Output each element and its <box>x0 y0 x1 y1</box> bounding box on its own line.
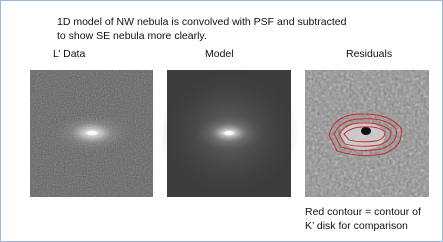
panel-label: Model <box>205 48 234 61</box>
model-image <box>159 68 299 198</box>
note-line: Red contour = contour of <box>305 206 421 219</box>
figure-slide: 1D model of NW nebula is convolved with … <box>0 0 443 242</box>
residuals-image <box>305 70 429 197</box>
note-line: K’ disk for comparison <box>305 220 408 233</box>
caption-line: to show SE nebula more clearly. <box>57 30 207 43</box>
caption-line: 1D model of NW nebula is convolved with … <box>57 16 346 29</box>
data-image <box>30 70 153 197</box>
panel-label: L’ Data <box>53 48 85 61</box>
panel-label: Residuals <box>346 48 392 61</box>
